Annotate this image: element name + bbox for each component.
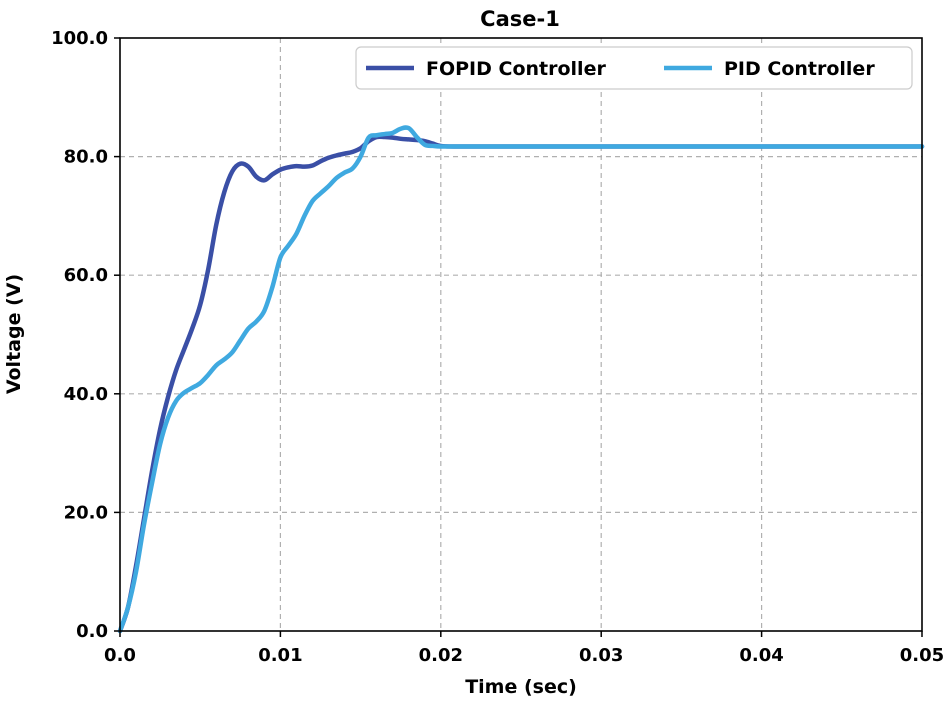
x-tick-label: 0.05	[900, 645, 944, 666]
x-tick-label: 0.03	[579, 645, 623, 666]
y-tick-label: 80.0	[64, 147, 108, 168]
series-layer	[117, 125, 925, 634]
series-line-fopid	[117, 134, 925, 634]
legend: FOPID Controller PID Controller	[355, 46, 913, 90]
plot-frame	[119, 37, 923, 632]
y-tick-label: 100.0	[51, 28, 108, 49]
x-axis-label: Time (sec)	[465, 676, 577, 698]
legend-label-fopid: FOPID Controller	[426, 58, 606, 80]
y-tick-label: 40.0	[64, 384, 108, 405]
x-tick-label: 0.02	[419, 645, 463, 666]
grid	[120, 38, 922, 631]
axis-ticks: 0.0 0.01 0.02 0.03 0.04 0.05 0.0 20.0 40.0 60.0 80…	[51, 28, 944, 666]
chart-title: Case-1	[480, 7, 560, 31]
legend-label-pid: PID Controller	[724, 58, 875, 80]
y-axis-label: Voltage (V)	[3, 274, 25, 394]
y-tick-label: 20.0	[64, 502, 108, 523]
y-tick-label: 0.0	[76, 621, 108, 642]
x-tick-label: 0.01	[258, 645, 302, 666]
series-line-pid	[117, 125, 925, 634]
legend-box	[355, 46, 913, 90]
x-tick-label: 0.0	[104, 645, 136, 666]
y-tick-label: 60.0	[64, 265, 108, 286]
x-tick-label: 0.04	[739, 645, 783, 666]
